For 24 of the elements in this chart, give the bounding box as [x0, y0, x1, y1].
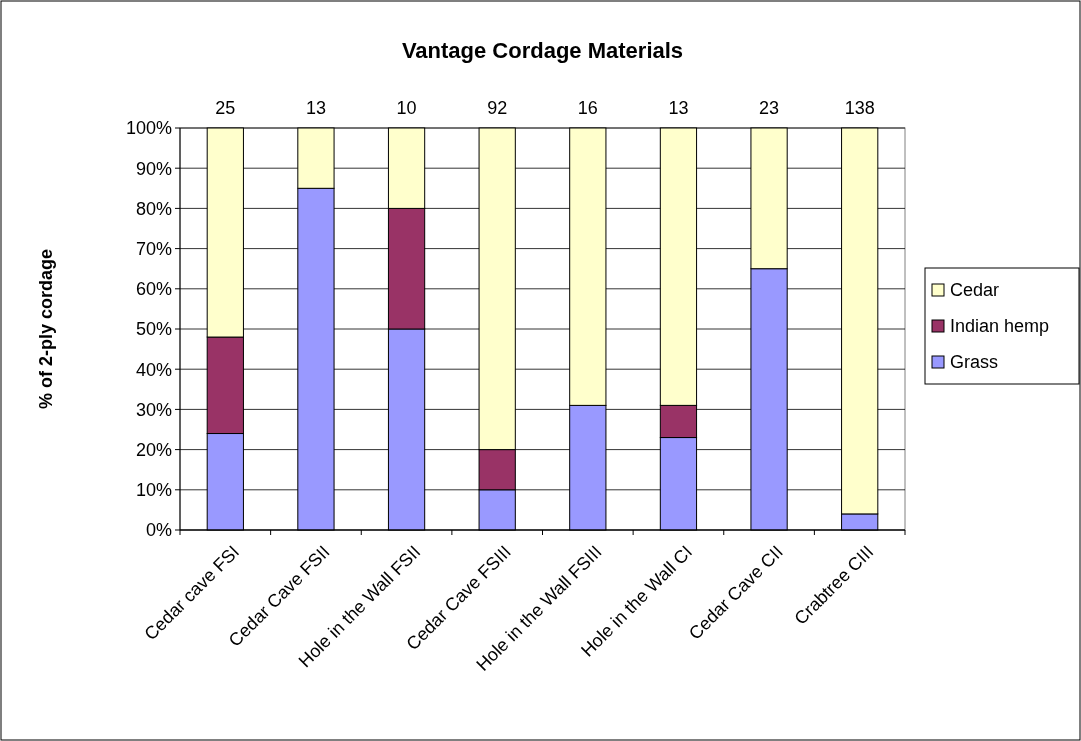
y-tick-label: 80% [135, 198, 172, 219]
annotation: 10 [396, 98, 417, 118]
annotation: 25 [215, 98, 236, 118]
y-tick-label: 60% [135, 279, 172, 300]
legend-label: Grass [950, 352, 999, 373]
y-tick-label: 100% [125, 118, 172, 139]
annotation: 138 [844, 98, 875, 118]
y-tick-label: 20% [135, 439, 172, 460]
y-tick-label: 40% [135, 359, 172, 380]
annotation: 92 [487, 98, 508, 118]
annotation: 16 [577, 98, 598, 118]
legend-label: Cedar [950, 280, 1000, 301]
y-tick-label: 10% [135, 480, 172, 501]
y-axis-title: % of 2-ply cordage [36, 248, 56, 410]
y-tick-label: 30% [135, 399, 172, 420]
annotation: 13 [305, 98, 326, 118]
y-tick-label: 70% [135, 238, 172, 259]
annotation: 23 [759, 98, 780, 118]
chart-title: Vantage Cordage Materials [401, 38, 684, 63]
annotation: 13 [668, 98, 689, 118]
legend-label: Indian hemp [950, 316, 1050, 337]
y-tick-label: 50% [135, 319, 172, 340]
y-tick-label: 90% [135, 158, 172, 179]
y-tick-label: 0% [145, 520, 172, 541]
